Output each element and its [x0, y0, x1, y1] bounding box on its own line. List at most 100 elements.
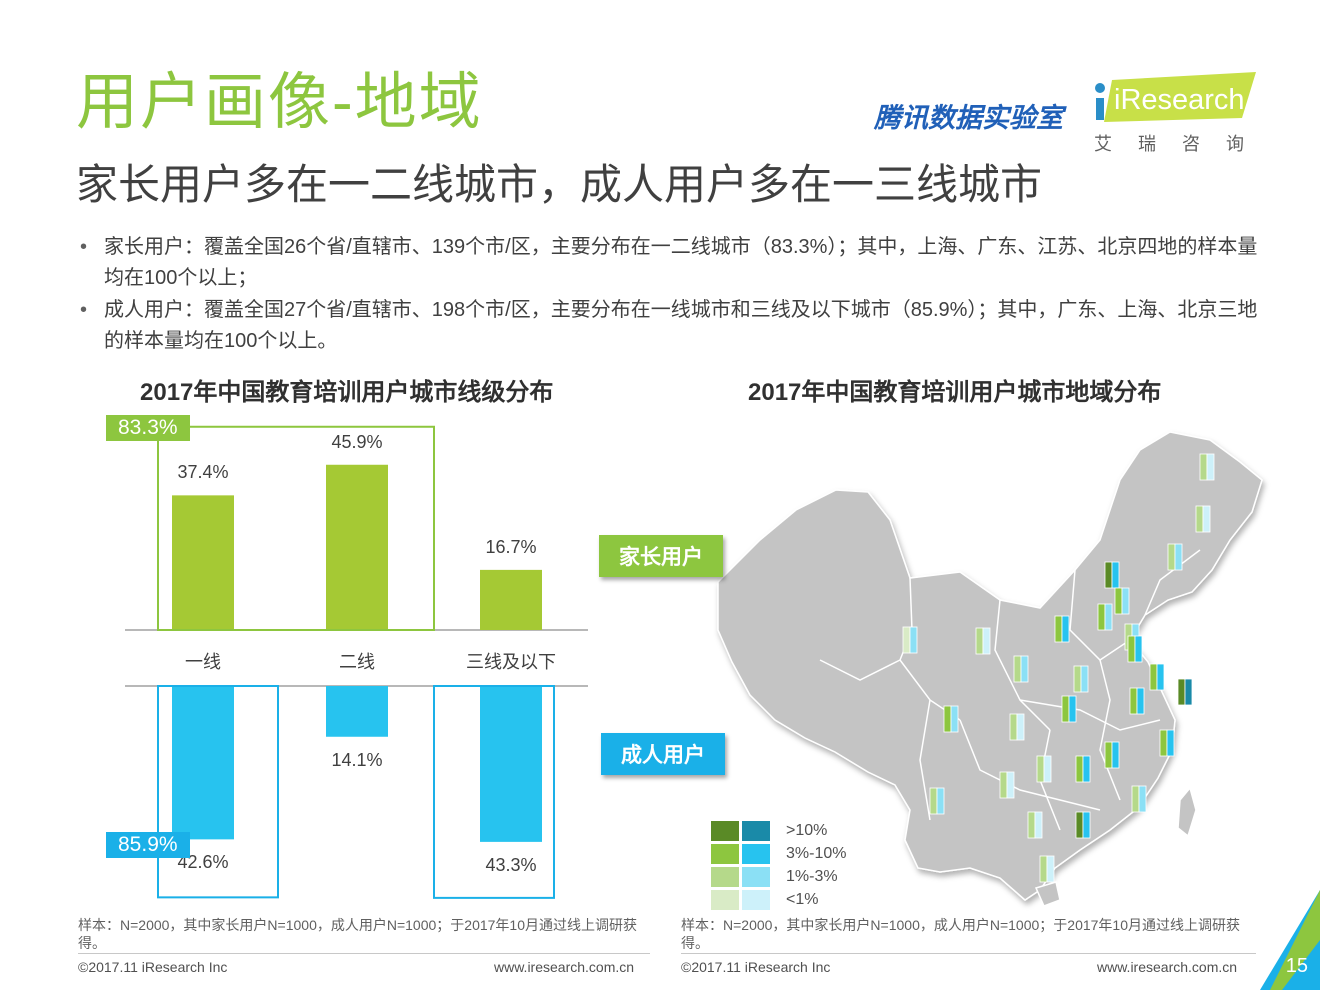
bullet-text: 成人用户：覆盖全国27个省/直辖市、198个市/区，主要分布在一线城市和三线及以… [104, 299, 1258, 352]
bar-label-parent: 16.7% [485, 536, 537, 557]
map-marker-adult [1184, 678, 1193, 706]
map-marker-adult [1111, 741, 1120, 769]
page-subtitle: 家长用户多在一二线城市，成人用户多在一三线城市 [76, 161, 1043, 208]
map-marker-adult [1034, 811, 1043, 839]
map-marker-parent [902, 626, 911, 654]
highlight-frame-adult-3 [433, 685, 555, 899]
legend-level-label: <1% [786, 891, 819, 908]
category-label: 一线 [185, 652, 221, 672]
map-marker-adult [1046, 855, 1055, 883]
map-marker-adult [1134, 635, 1143, 663]
bar-parent-3 [480, 569, 542, 630]
map-marker-parent [1075, 755, 1084, 783]
page-number: 15 [1285, 955, 1308, 977]
map-marker-parent [1149, 663, 1158, 691]
map-marker-adult [1061, 615, 1070, 643]
map-marker-parent [1127, 635, 1136, 663]
logo-i-stem [1096, 98, 1104, 120]
footer-copyright-right: ©2017.11 iResearch Inc [681, 959, 831, 975]
bar-parent-2 [326, 464, 388, 630]
footer-copyright-left: ©2017.11 iResearch Inc [78, 959, 228, 975]
legend-swatch-blue [742, 867, 770, 887]
bullet-item: • 家长用户：覆盖全国26个省/直辖市、139个市/区，主要分布在一二线城市（83… [80, 236, 1258, 289]
legend-level-label: 3%-10% [786, 845, 847, 862]
map-marker-parent [1097, 603, 1106, 631]
map-marker-parent [1104, 561, 1113, 589]
bar-label-adult: 42.6% [177, 852, 229, 873]
map-marker-adult [1082, 755, 1091, 783]
bar-label-parent: 45.9% [331, 431, 383, 452]
bar-label-adult: 14.1% [331, 749, 383, 770]
map-marker-adult [1121, 587, 1130, 615]
category-label: 二线 [339, 652, 375, 672]
map-marker-adult [982, 627, 991, 655]
map-marker-parent [1027, 811, 1036, 839]
map-marker-parent [1195, 505, 1204, 533]
china-map [717, 431, 1263, 907]
map-marker-adult [1138, 785, 1147, 813]
china-map-shape [717, 431, 1263, 901]
footnote-left: 样本：N=2000，其中家长用户N=1000，成人用户N=1000；于2017年… [78, 917, 638, 951]
legend-swatch-green [711, 844, 739, 864]
map-marker-parent [1177, 678, 1186, 706]
bar-adult-2 [326, 686, 388, 737]
category-label: 三线及以下 [466, 652, 556, 672]
highlight-tag-parent: 83.3% [106, 415, 190, 441]
map-marker-adult [909, 626, 918, 654]
map-marker-parent [975, 627, 984, 655]
map-marker-parent [1159, 729, 1168, 757]
map-marker-adult [1202, 505, 1211, 533]
bar-label-adult: 43.3% [485, 854, 537, 875]
map-marker-adult [1174, 543, 1183, 571]
legend-level-label: 1%-3% [786, 868, 838, 885]
legend-swatch-blue [742, 844, 770, 864]
map-marker-adult [1020, 655, 1029, 683]
footer-divider-right [681, 953, 1256, 954]
map-marker-parent [999, 771, 1008, 799]
brand-iresearch-cn: 艾瑞咨询 [1094, 134, 1270, 154]
page-title: 用户画像-地域 [76, 68, 483, 137]
legend-swatch-green [711, 821, 739, 841]
highlight-frame-adult-1 [157, 685, 279, 899]
province-borders [819, 549, 1201, 831]
chart-title-region: 2017年中国教育培训用户城市地域分布 [748, 379, 1162, 406]
corner-decoration [1260, 890, 1320, 990]
map-marker-adult [950, 705, 959, 733]
bar-label-parent: 37.4% [177, 462, 229, 483]
iresearch-logo: iResearch [1095, 72, 1256, 122]
map-marker-parent [1129, 687, 1138, 715]
bullet-text: 家长用户：覆盖全国26个省/直辖市、139个市/区，主要分布在一二线城市（83.… [104, 236, 1258, 289]
map-marker-parent [1039, 855, 1048, 883]
map-marker-adult [1156, 663, 1165, 691]
map-legend-adult: 成人用户 [601, 733, 725, 775]
map-marker-parent [1009, 713, 1018, 741]
bullet-item: • 成人用户：覆盖全国27个省/直辖市、198个市/区，主要分布在一线城市和三线及… [80, 299, 1258, 352]
legend-level-label: >10% [786, 822, 828, 839]
logo-banner-shape [1104, 72, 1256, 122]
map-marker-adult [1111, 561, 1120, 589]
bar-parent-1 [172, 495, 234, 630]
logo-dot-icon [1095, 83, 1105, 93]
chart-title-city-tier: 2017年中国教育培训用户城市线级分布 [140, 379, 554, 406]
bar-adult-1 [172, 686, 234, 840]
map-marker-parent [1114, 587, 1123, 615]
map-marker-parent [1073, 665, 1082, 693]
bullet-list: • 家长用户：覆盖全国26个省/直辖市、139个市/区，主要分布在一二线城市（83… [78, 232, 1258, 358]
map-marker-parent [943, 705, 952, 733]
map-marker-parent [929, 787, 938, 815]
legend-swatch-blue [742, 890, 770, 910]
taiwan-shape [1177, 786, 1197, 838]
map-marker-adult [1080, 665, 1089, 693]
map-marker-adult [1104, 603, 1113, 631]
map-marker-parent [1199, 453, 1208, 481]
map-marker-parent [1075, 811, 1084, 839]
map-marker-parent [1036, 755, 1045, 783]
legend-swatch-green [711, 890, 739, 910]
map-marker-adult [1166, 729, 1175, 757]
map-marker-adult [1016, 713, 1025, 741]
map-marker-adult [936, 787, 945, 815]
map-marker-parent [1131, 785, 1140, 813]
footer-url-left: www.iresearch.com.cn [494, 959, 635, 975]
footer-url-right: www.iresearch.com.cn [1097, 959, 1238, 975]
logo-text: iResearch [1114, 84, 1245, 116]
